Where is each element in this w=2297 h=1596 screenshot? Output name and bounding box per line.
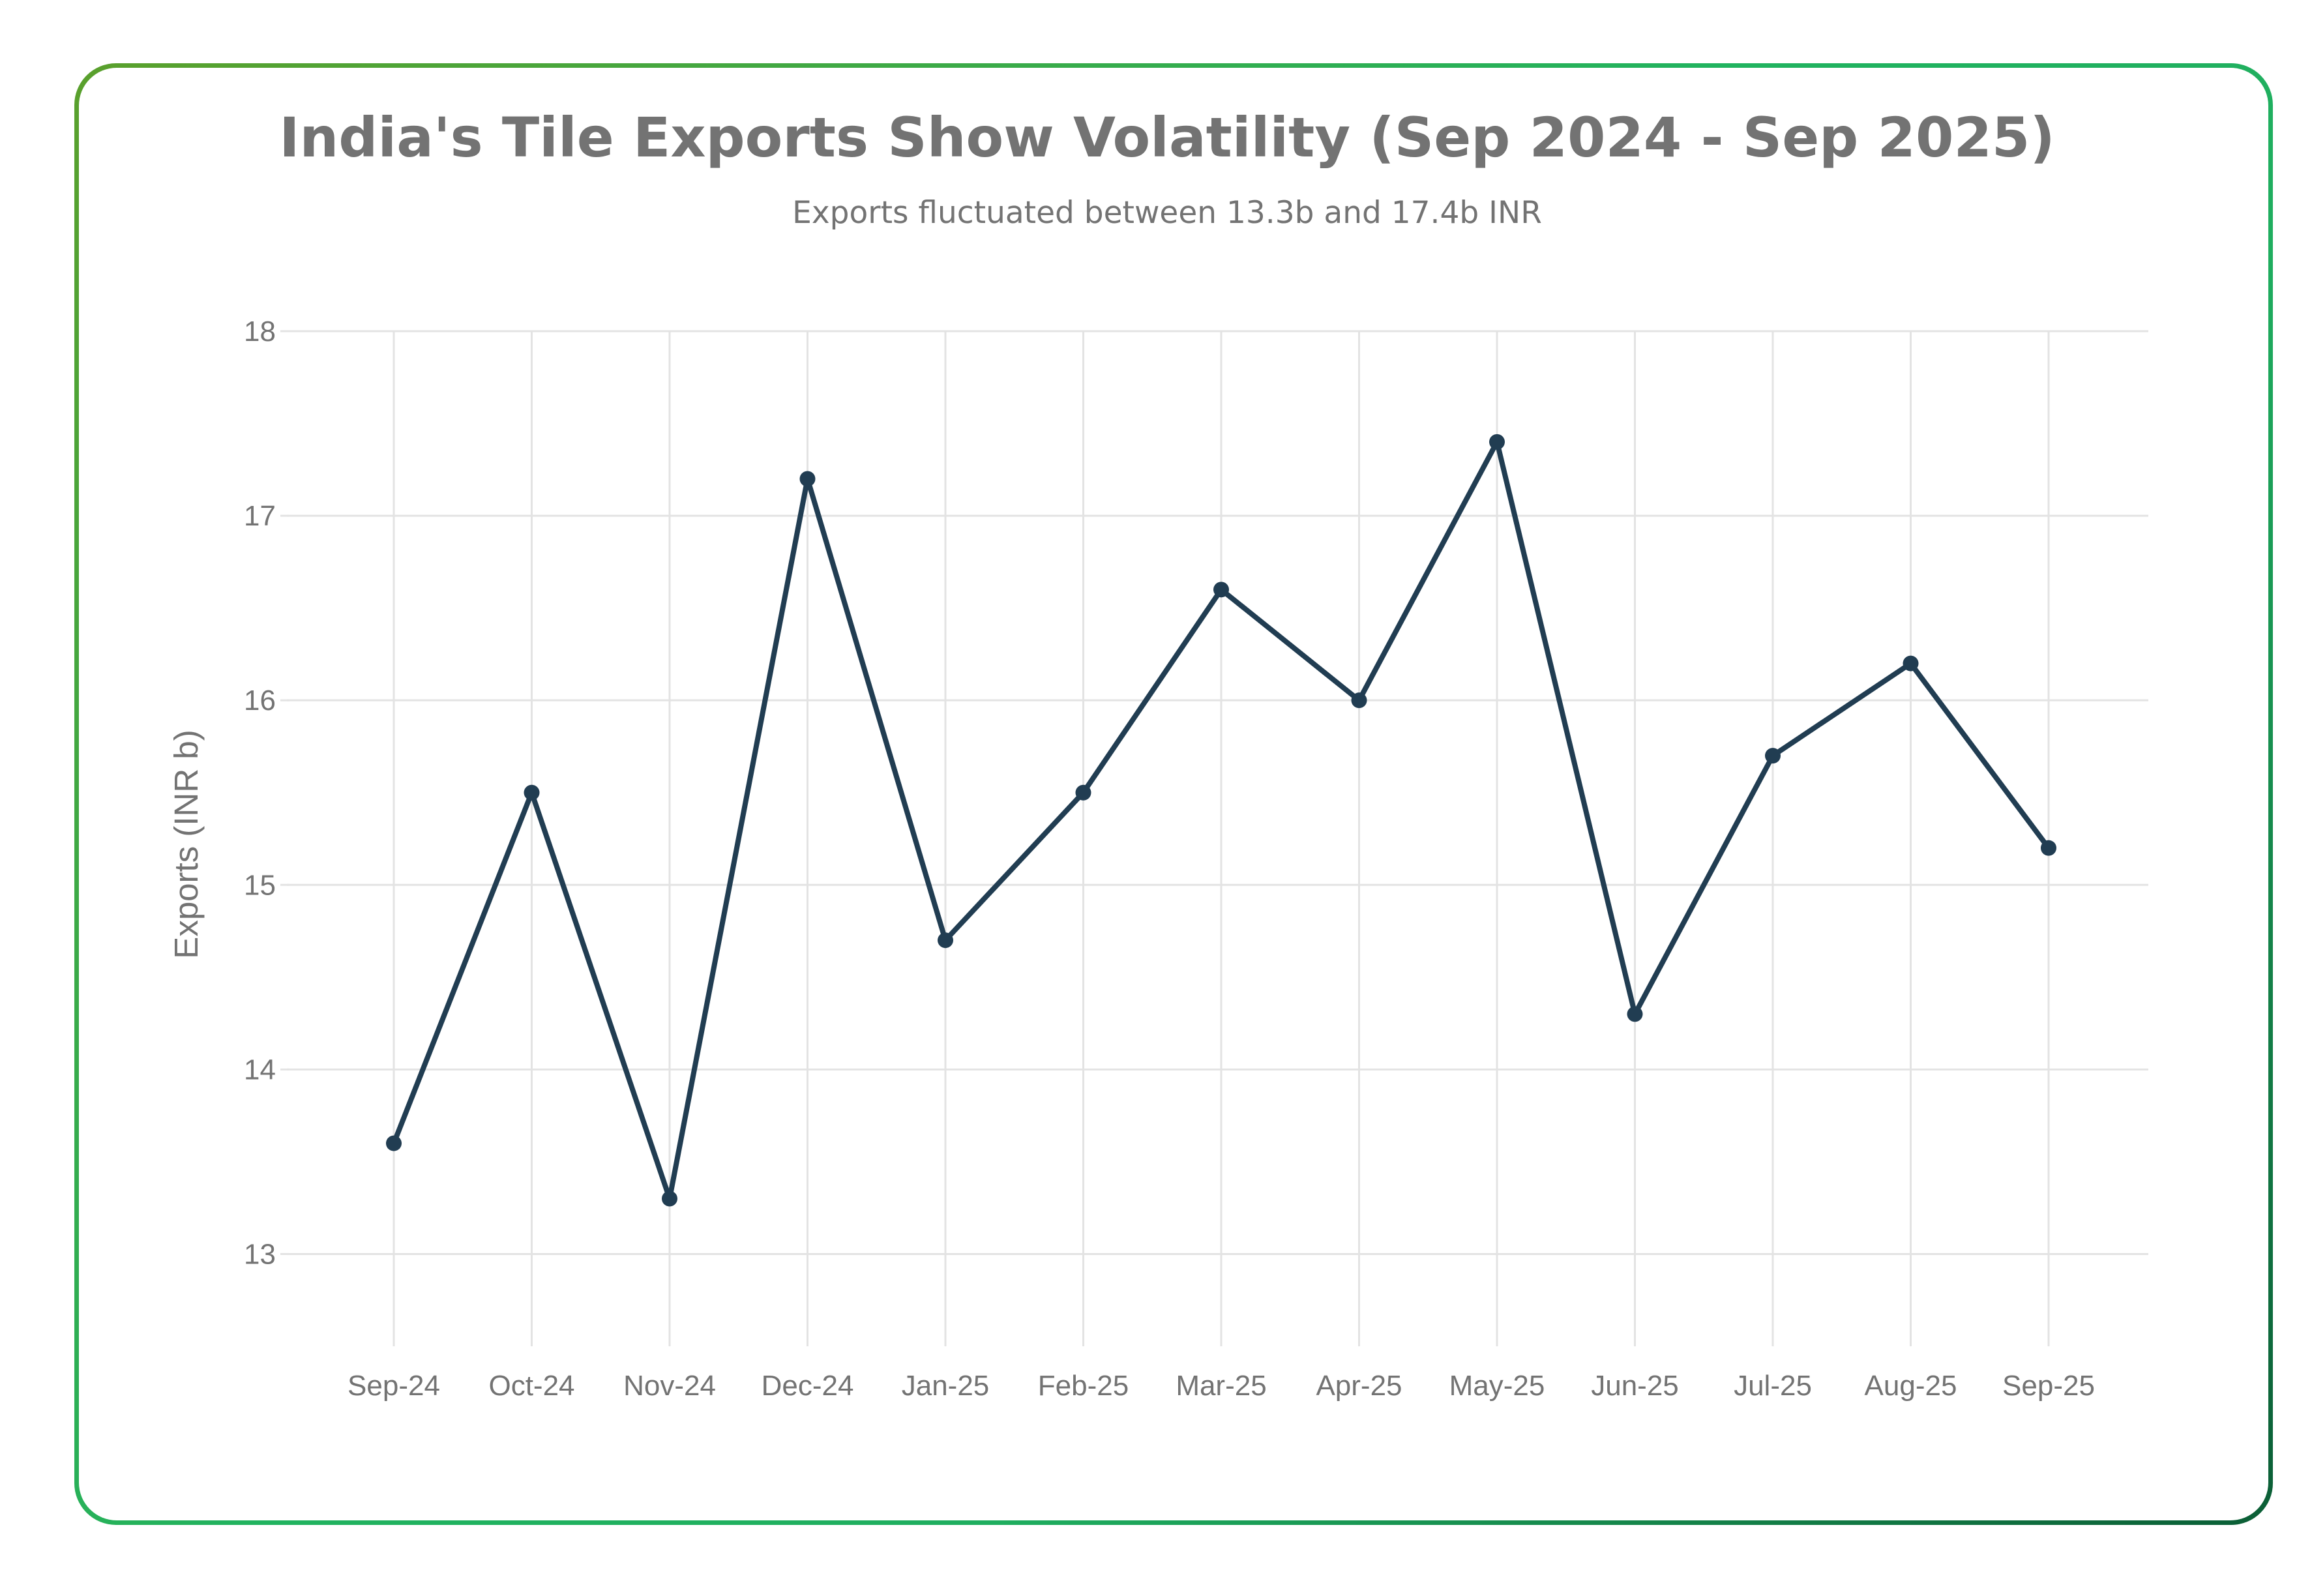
data-point[interactable] bbox=[1075, 784, 1091, 801]
data-point[interactable] bbox=[1213, 582, 1229, 598]
x-tick-label: Jul-25 bbox=[1734, 1370, 1812, 1402]
data-point[interactable] bbox=[1627, 1006, 1643, 1022]
x-tick-label: Jun-25 bbox=[1591, 1370, 1679, 1402]
gridlines bbox=[287, 330, 2148, 1346]
data-point[interactable] bbox=[2041, 840, 2056, 856]
data-point[interactable] bbox=[938, 932, 953, 949]
x-tick-label: Apr-25 bbox=[1316, 1370, 1402, 1402]
x-tick-label: Sep-24 bbox=[348, 1370, 440, 1402]
chart-card bbox=[79, 68, 2268, 1520]
data-point[interactable] bbox=[1489, 434, 1505, 450]
chart-card-border bbox=[74, 63, 2273, 1525]
data-point[interactable] bbox=[524, 784, 540, 801]
data-point[interactable] bbox=[1903, 655, 1919, 672]
x-axis-ticks: Sep-24 Oct-24 Nov-24 Dec-24 Jan-25 Feb-25 Mar-… bbox=[348, 1370, 2095, 1402]
data-point[interactable] bbox=[799, 471, 816, 487]
data-point[interactable] bbox=[1351, 692, 1367, 709]
data-point[interactable] bbox=[1765, 748, 1781, 764]
x-tick-label: Jan-25 bbox=[902, 1370, 990, 1402]
data-point[interactable] bbox=[662, 1190, 677, 1207]
x-tick-label: Nov-24 bbox=[623, 1370, 716, 1402]
y-tick-label: 15 bbox=[244, 869, 276, 901]
y-tick-label: 13 bbox=[244, 1238, 276, 1270]
x-tick-label: Aug-25 bbox=[1865, 1370, 1957, 1402]
chart-subtitle: Exports fluctuated between 13.3b and 17.… bbox=[792, 195, 1542, 231]
y-axis-ticks: 13 14 15 16 17 18 bbox=[244, 316, 289, 1270]
x-tick-label: Feb-25 bbox=[1038, 1370, 1129, 1402]
y-tick-label: 18 bbox=[244, 316, 276, 347]
data-point[interactable] bbox=[386, 1135, 402, 1151]
series-exports bbox=[386, 434, 2056, 1207]
y-tick-label: 14 bbox=[244, 1054, 276, 1086]
x-tick-label: May-25 bbox=[1449, 1370, 1545, 1402]
x-tick-label: Sep-25 bbox=[2002, 1370, 2095, 1402]
chart-title: India's Tile Exports Show Volatility (Se… bbox=[279, 106, 2054, 170]
x-tick-label: Oct-24 bbox=[488, 1370, 574, 1402]
x-tick-label: Mar-25 bbox=[1176, 1370, 1266, 1402]
y-tick-label: 16 bbox=[244, 685, 276, 717]
x-tick-label: Dec-24 bbox=[762, 1370, 854, 1402]
y-tick-label: 17 bbox=[244, 500, 276, 532]
y-axis-title: Exports (INR b) bbox=[168, 730, 205, 958]
